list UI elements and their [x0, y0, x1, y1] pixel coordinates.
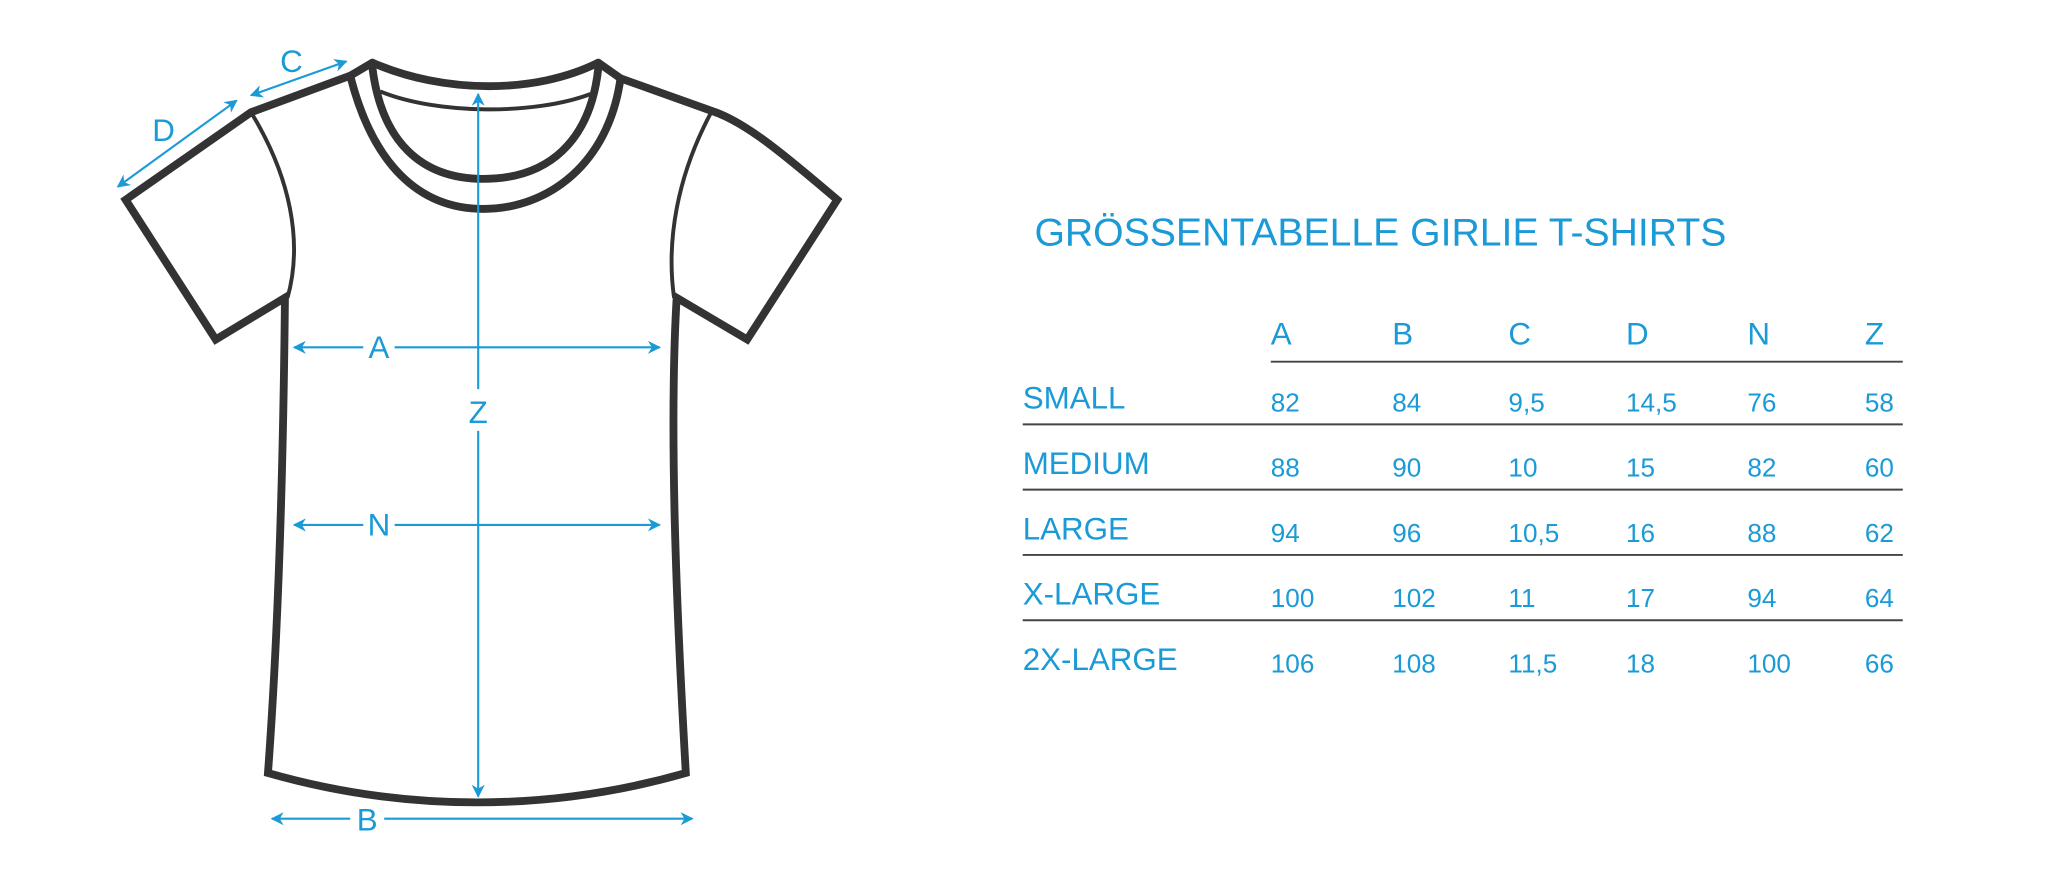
table-cell: 84	[1392, 387, 1421, 417]
table-cell: 88	[1747, 518, 1776, 548]
table-cell: 94	[1747, 583, 1776, 613]
size-table: GRÖSSENTABELLE GIRLIE T-SHIRTS A B C D N Z SMA…	[1023, 211, 1903, 678]
table-row: 2X-LARGE 106 108 11,5 18 100 66	[1023, 642, 1894, 679]
table-cell: 66	[1865, 648, 1894, 678]
table-cell: 11,5	[1508, 648, 1557, 678]
label-a: A	[369, 330, 390, 365]
table-cell: 102	[1392, 583, 1436, 613]
label-z: Z	[469, 395, 488, 430]
shirt-outline	[120, 58, 843, 807]
column-header-a: A	[1271, 317, 1292, 352]
table-cell: 10,5	[1508, 518, 1559, 548]
table-row: X-LARGE 100 102 11 17 94 64	[1023, 577, 1903, 622]
table-cell: 10	[1508, 453, 1537, 483]
table-row: MEDIUM 88 90 10 15 82 60	[1023, 446, 1903, 491]
measure-d-arrow	[116, 99, 238, 188]
size-label: LARGE	[1023, 511, 1129, 546]
label-d: D	[152, 113, 175, 148]
table-cell: 96	[1392, 518, 1421, 548]
collar-outer	[346, 71, 625, 213]
label-n: N	[368, 507, 391, 542]
table-row: SMALL 82 84 9,5 14,5 76 58	[1023, 381, 1903, 426]
size-label: X-LARGE	[1023, 577, 1161, 612]
shirt-neckline-top	[368, 58, 603, 91]
table-cell: 9,5	[1508, 387, 1544, 417]
table-cell: 17	[1626, 583, 1655, 613]
table-cell: 82	[1271, 387, 1300, 417]
left-armhole	[249, 111, 296, 299]
table-cell: 15	[1626, 453, 1655, 483]
column-header-n: N	[1747, 317, 1770, 352]
table-cell: 64	[1865, 583, 1894, 613]
column-header-d: D	[1626, 317, 1649, 352]
measure-c-arrow	[249, 59, 348, 98]
table-cell: 18	[1626, 648, 1655, 678]
table-cell: 100	[1271, 583, 1315, 613]
column-header-z: Z	[1865, 317, 1884, 352]
table-cell: 60	[1865, 453, 1894, 483]
table-cell: 94	[1271, 518, 1300, 548]
column-header-c: C	[1508, 317, 1531, 352]
collar-inner	[368, 63, 603, 183]
table-cell: 16	[1626, 518, 1655, 548]
tshirt-diagram: A N B Z C D	[116, 44, 843, 837]
table-cell: 82	[1747, 453, 1776, 483]
table-cell: 14,5	[1626, 387, 1677, 417]
label-b: B	[357, 802, 378, 837]
right-armhole	[669, 110, 714, 298]
table-cell: 62	[1865, 518, 1894, 548]
table-row: LARGE 94 96 10,5 16 88 62	[1023, 511, 1903, 556]
table-cell: 100	[1747, 648, 1791, 678]
table-cell: 76	[1747, 387, 1776, 417]
column-header-b: B	[1392, 317, 1413, 352]
label-c: C	[280, 44, 303, 79]
table-cell: 90	[1392, 453, 1421, 483]
page-title: GRÖSSENTABELLE GIRLIE T-SHIRTS	[1034, 211, 1726, 254]
table-cell: 108	[1392, 648, 1436, 678]
size-label: SMALL	[1023, 381, 1126, 416]
table-cell: 58	[1865, 387, 1894, 417]
table-cell: 88	[1271, 453, 1300, 483]
size-label: 2X-LARGE	[1023, 642, 1178, 677]
back-neckline	[379, 89, 592, 112]
table-cell: 11	[1508, 583, 1535, 613]
table-cell: 106	[1271, 648, 1315, 678]
size-label: MEDIUM	[1023, 446, 1150, 481]
